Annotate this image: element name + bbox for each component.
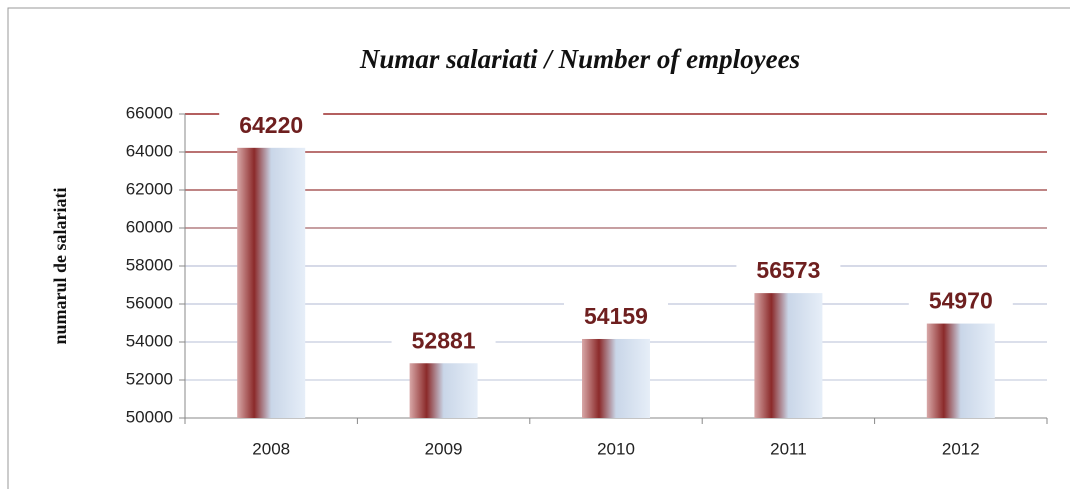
x-tick-label: 2010 bbox=[597, 439, 635, 458]
value-label-bg bbox=[736, 257, 841, 286]
y-tick-label: 64000 bbox=[126, 141, 173, 160]
y-tick-label: 66000 bbox=[126, 103, 173, 122]
y-axis-label: numarul de salariati bbox=[50, 187, 70, 344]
value-label: 56573 bbox=[756, 257, 820, 283]
chart-title: Numar salariati / Number of employees bbox=[359, 44, 800, 74]
y-tick-label: 58000 bbox=[126, 255, 173, 274]
value-label-bg bbox=[391, 327, 496, 356]
y-tick-label: 50000 bbox=[126, 407, 173, 426]
bar bbox=[754, 293, 823, 418]
bar bbox=[582, 338, 650, 418]
chart-border bbox=[7, 7, 1070, 489]
x-tick-label: 2012 bbox=[942, 439, 980, 458]
y-tick-label: 56000 bbox=[126, 293, 173, 312]
bar bbox=[926, 323, 995, 418]
bar bbox=[237, 147, 306, 418]
x-tick-label: 2011 bbox=[770, 439, 807, 458]
y-tick-label: 60000 bbox=[126, 217, 173, 236]
x-tick-label: 2008 bbox=[252, 439, 290, 458]
value-label: 54970 bbox=[929, 288, 993, 314]
value-label-bg bbox=[219, 111, 324, 140]
value-label-bg bbox=[908, 287, 1013, 316]
value-label: 52881 bbox=[412, 327, 476, 353]
y-tick-label: 54000 bbox=[126, 331, 173, 350]
y-tick-label: 62000 bbox=[126, 179, 173, 198]
value-label: 54159 bbox=[584, 303, 648, 329]
y-tick-label: 52000 bbox=[126, 369, 173, 388]
value-label: 64220 bbox=[239, 112, 303, 138]
value-label-bg bbox=[564, 302, 668, 331]
bar bbox=[409, 363, 478, 418]
x-tick-label: 2009 bbox=[425, 439, 463, 458]
